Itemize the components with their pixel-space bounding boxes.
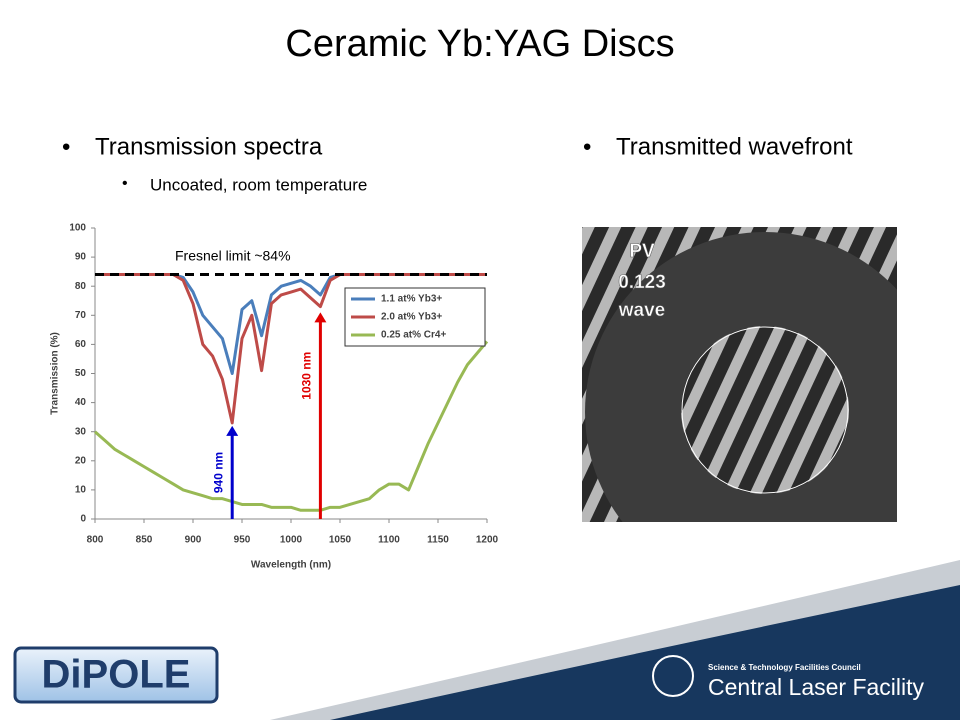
y-tick-label: 20 xyxy=(75,455,87,466)
x-tick-label: 1050 xyxy=(329,535,352,546)
x-tick-label: 850 xyxy=(136,535,153,546)
wavefront-image xyxy=(582,227,897,522)
bullet-mark: • xyxy=(122,175,128,192)
pv-label: PV xyxy=(629,241,655,262)
y-tick-label: 70 xyxy=(75,310,87,321)
y-axis-label: Transmission (%) xyxy=(50,332,61,415)
x-tick-label: 1000 xyxy=(280,535,303,546)
y-tick-label: 100 xyxy=(69,223,86,234)
arrow-label: 1030 nm xyxy=(300,352,314,400)
bullet: Transmission spectra xyxy=(95,133,323,160)
pv-value: 0.123 xyxy=(618,272,666,293)
y-tick-label: 10 xyxy=(75,485,87,496)
dipole-logo xyxy=(13,646,219,704)
facility-text: Central Laser Facility xyxy=(708,674,925,700)
x-axis-label: Wavelength (nm) xyxy=(251,560,331,571)
legend-label: 0.25 at% Cr4+ xyxy=(381,330,446,341)
aperture xyxy=(681,326,849,494)
x-tick-label: 1100 xyxy=(378,535,400,546)
sub-bullet: Uncoated, room temperature xyxy=(150,175,367,194)
pv-unit: wave xyxy=(618,300,665,321)
y-tick-label: 40 xyxy=(75,397,87,408)
chart: 0 10 20 30 40 50 60 70 80 90 100 800 850 900 950 1000 10… xyxy=(50,223,499,571)
aperture-outline xyxy=(681,326,849,494)
y-tick-label: 50 xyxy=(75,368,87,379)
council-text: Science & Technology Facilities Council xyxy=(708,663,861,672)
x-tick-label: 800 xyxy=(87,535,104,546)
y-tick-label: 60 xyxy=(75,339,87,350)
bullet-mark: • xyxy=(583,133,591,160)
arrow-head xyxy=(226,425,239,436)
legend-label: 1.1 at% Yb3+ xyxy=(381,294,442,305)
y-tick-label: 0 xyxy=(80,514,86,525)
x-tick-label: 900 xyxy=(185,535,202,546)
arrow-head xyxy=(314,312,327,323)
dipole-text: DiPOLE xyxy=(42,653,191,697)
clf-emblem xyxy=(652,655,694,697)
y-tick-label: 90 xyxy=(75,252,87,263)
x-tick-label: 1200 xyxy=(476,535,499,546)
bullet-mark: • xyxy=(62,133,70,160)
y-tick-label: 80 xyxy=(75,281,87,292)
y-tick-label: 30 xyxy=(75,426,87,437)
swoosh-dark xyxy=(330,585,960,720)
x-tick-label: 1150 xyxy=(427,535,449,546)
slide-title: Ceramic Yb:YAG Discs xyxy=(285,23,674,65)
x-tick-label: 950 xyxy=(234,535,251,546)
series-line xyxy=(94,340,489,512)
arrow-label: 940 nm xyxy=(211,452,225,493)
fresnel-label: Fresnel limit ~84% xyxy=(175,248,291,264)
legend-label: 2.0 at% Yb3+ xyxy=(381,312,442,323)
bullet: Transmitted wavefront xyxy=(616,133,853,160)
